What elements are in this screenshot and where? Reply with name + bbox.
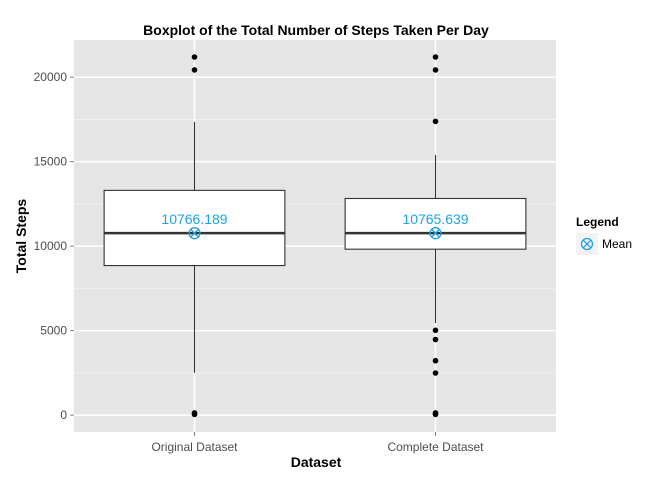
mean-label: 10766.189 (161, 211, 227, 227)
legend-mean-symbol (580, 237, 594, 251)
outlier-point (432, 118, 439, 125)
y-tick-label: 5000 (40, 324, 67, 338)
outlier-point (432, 370, 439, 376)
y-tick-label: 15000 (34, 155, 68, 169)
chart-title: Boxplot of the Total Number of Steps Tak… (143, 22, 489, 38)
outlier-point (432, 410, 439, 416)
box-body (344, 197, 527, 250)
mean-circle (429, 227, 442, 240)
box-2: 10765.639 (344, 54, 527, 418)
mean-circle (188, 227, 201, 240)
outlier-point (191, 410, 198, 416)
x-tick-label: Original Dataset (151, 440, 238, 454)
y-axis-ticks: 0 5000 10000 15000 20000 (34, 70, 74, 422)
mean-point (188, 227, 201, 240)
outlier-point (191, 67, 198, 73)
outlier-point (432, 67, 439, 73)
legend: Legend Mean (576, 215, 632, 255)
mean-cross-b (582, 239, 592, 249)
legend-title: Legend (576, 215, 619, 229)
box-1: 10766.189 (103, 54, 286, 418)
outlier-point (191, 54, 198, 60)
mean-label: 10765.639 (402, 211, 468, 227)
y-axis-title: Total Steps (13, 199, 29, 274)
y-tick-label: 10000 (34, 239, 68, 253)
mean-cross-b (431, 228, 440, 238)
x-axis-ticks: Original Dataset Complete Dataset (151, 432, 484, 454)
outlier-point (432, 336, 439, 343)
legend-label-mean: Mean (602, 237, 632, 251)
outlier-point (432, 357, 439, 364)
outlier-point (432, 54, 439, 60)
mean-circle (580, 237, 594, 251)
box-layer: 10766.189 10765.639 (103, 54, 527, 418)
outlier-point (432, 327, 439, 334)
y-tick-label: 20000 (34, 70, 68, 84)
x-axis-title: Dataset (291, 454, 342, 470)
x-tick-label: Complete Dataset (387, 440, 484, 454)
mean-point (429, 227, 442, 240)
mean-cross-b (190, 228, 199, 238)
y-tick-label: 0 (60, 408, 67, 422)
mean-legend-icon (580, 237, 594, 251)
